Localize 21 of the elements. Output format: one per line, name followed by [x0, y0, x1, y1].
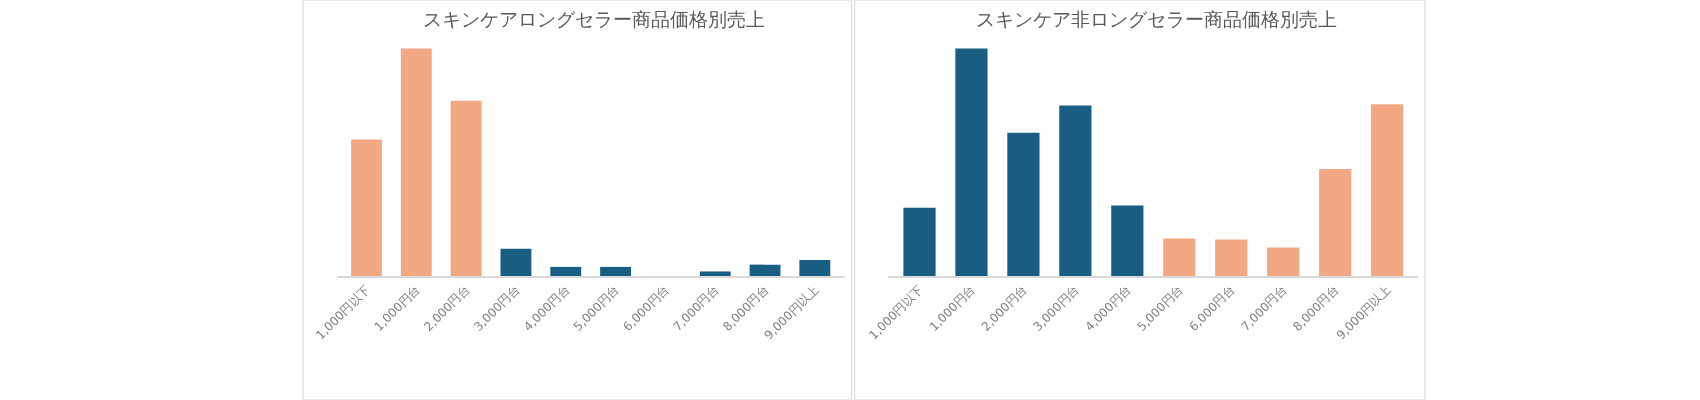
bar [1319, 169, 1352, 276]
bar [1111, 205, 1144, 276]
bar [1163, 238, 1196, 276]
bar [600, 266, 632, 276]
bar [450, 100, 482, 276]
bar [550, 266, 582, 276]
bar [1007, 132, 1040, 276]
bar [699, 271, 731, 276]
bar [400, 48, 432, 276]
bar [749, 264, 781, 276]
bar [1059, 105, 1092, 276]
bar [500, 248, 532, 276]
chart-title: スキンケア非ロングセラー商品価格別売上 [976, 8, 1337, 30]
bar [1267, 247, 1300, 276]
chart-title: スキンケアロングセラー商品価格別売上 [423, 8, 765, 30]
bar [1370, 104, 1404, 276]
bar [351, 139, 382, 276]
bar [955, 48, 988, 276]
bar [1215, 239, 1248, 276]
bar [799, 260, 831, 276]
bar [903, 207, 936, 276]
